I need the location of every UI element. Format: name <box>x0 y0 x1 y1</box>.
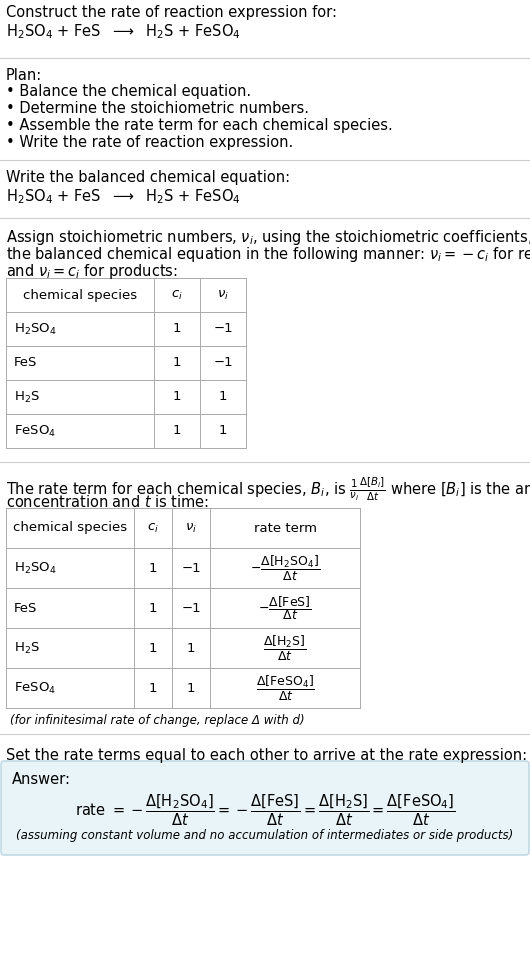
Text: rate $= -\dfrac{\Delta[\mathrm{H_2SO_4}]}{\Delta t} = -\dfrac{\Delta[\mathrm{FeS: rate $= -\dfrac{\Delta[\mathrm{H_2SO_4}]… <box>75 792 455 828</box>
Text: −1: −1 <box>181 561 201 575</box>
Text: (for infinitesimal rate of change, replace Δ with d): (for infinitesimal rate of change, repla… <box>10 714 305 727</box>
Text: Assign stoichiometric numbers, $\nu_i$, using the stoichiometric coefficients, $: Assign stoichiometric numbers, $\nu_i$, … <box>6 228 530 247</box>
Text: $c_i$: $c_i$ <box>147 521 159 535</box>
Text: H$_2$SO$_4$: H$_2$SO$_4$ <box>14 560 57 576</box>
Text: 1: 1 <box>187 641 195 655</box>
Text: $c_i$: $c_i$ <box>171 289 183 302</box>
Text: The rate term for each chemical species, $B_i$, is $\frac{1}{\nu_i}\frac{\Delta[: The rate term for each chemical species,… <box>6 476 530 504</box>
Text: $\nu_i$: $\nu_i$ <box>217 289 229 302</box>
Text: the balanced chemical equation in the following manner: $\nu_i = -c_i$ for react: the balanced chemical equation in the fo… <box>6 245 530 264</box>
Text: $\dfrac{\Delta[\mathrm{H_2S}]}{\Delta t}$: $\dfrac{\Delta[\mathrm{H_2S}]}{\Delta t}… <box>263 633 307 663</box>
Text: • Determine the stoichiometric numbers.: • Determine the stoichiometric numbers. <box>6 101 309 116</box>
Text: FeS: FeS <box>14 601 38 615</box>
Text: H$_2$S: H$_2$S <box>14 389 40 404</box>
Text: Set the rate terms equal to each other to arrive at the rate expression:: Set the rate terms equal to each other t… <box>6 748 527 763</box>
Text: and $\nu_i = c_i$ for products:: and $\nu_i = c_i$ for products: <box>6 262 178 281</box>
Text: 1: 1 <box>219 390 227 403</box>
Text: FeSO$_4$: FeSO$_4$ <box>14 424 56 438</box>
Text: Answer:: Answer: <box>12 772 71 787</box>
FancyBboxPatch shape <box>1 761 529 855</box>
Text: $-\dfrac{\Delta[\mathrm{H_2SO_4}]}{\Delta t}$: $-\dfrac{\Delta[\mathrm{H_2SO_4}]}{\Delt… <box>250 553 320 583</box>
Text: 1: 1 <box>173 356 181 370</box>
Text: H$_2$SO$_4$ + FeS  $\longrightarrow$  H$_2$S + FeSO$_4$: H$_2$SO$_4$ + FeS $\longrightarrow$ H$_2… <box>6 22 241 41</box>
Text: Construct the rate of reaction expression for:: Construct the rate of reaction expressio… <box>6 5 337 20</box>
Text: 1: 1 <box>149 681 157 695</box>
Text: H$_2$SO$_4$ + FeS  $\longrightarrow$  H$_2$S + FeSO$_4$: H$_2$SO$_4$ + FeS $\longrightarrow$ H$_2… <box>6 187 241 206</box>
Text: $-\dfrac{\Delta[\mathrm{FeS}]}{\Delta t}$: $-\dfrac{\Delta[\mathrm{FeS}]}{\Delta t}… <box>258 594 312 622</box>
Text: chemical species: chemical species <box>13 521 127 535</box>
Text: • Assemble the rate term for each chemical species.: • Assemble the rate term for each chemic… <box>6 118 393 133</box>
Text: • Write the rate of reaction expression.: • Write the rate of reaction expression. <box>6 135 293 150</box>
Text: FeS: FeS <box>14 356 38 370</box>
Text: −1: −1 <box>213 356 233 370</box>
Text: • Balance the chemical equation.: • Balance the chemical equation. <box>6 84 251 99</box>
Text: 1: 1 <box>149 601 157 615</box>
Text: concentration and $t$ is time:: concentration and $t$ is time: <box>6 494 209 510</box>
Text: H$_2$SO$_4$: H$_2$SO$_4$ <box>14 321 57 337</box>
Text: H$_2$S: H$_2$S <box>14 640 40 656</box>
Text: 1: 1 <box>187 681 195 695</box>
Text: 1: 1 <box>149 641 157 655</box>
Text: 1: 1 <box>173 425 181 437</box>
Text: (assuming constant volume and no accumulation of intermediates or side products): (assuming constant volume and no accumul… <box>16 829 514 842</box>
Text: chemical species: chemical species <box>23 289 137 302</box>
Text: rate term: rate term <box>253 521 316 535</box>
Text: 1: 1 <box>149 561 157 575</box>
Text: 1: 1 <box>173 390 181 403</box>
Text: $\dfrac{\Delta[\mathrm{FeSO_4}]}{\Delta t}$: $\dfrac{\Delta[\mathrm{FeSO_4}]}{\Delta … <box>255 673 314 703</box>
Text: $\nu_i$: $\nu_i$ <box>185 521 197 535</box>
Text: Plan:: Plan: <box>6 68 42 83</box>
Text: 1: 1 <box>173 322 181 336</box>
Text: −1: −1 <box>181 601 201 615</box>
Text: −1: −1 <box>213 322 233 336</box>
Text: 1: 1 <box>219 425 227 437</box>
Text: FeSO$_4$: FeSO$_4$ <box>14 680 56 696</box>
Text: Write the balanced chemical equation:: Write the balanced chemical equation: <box>6 170 290 185</box>
